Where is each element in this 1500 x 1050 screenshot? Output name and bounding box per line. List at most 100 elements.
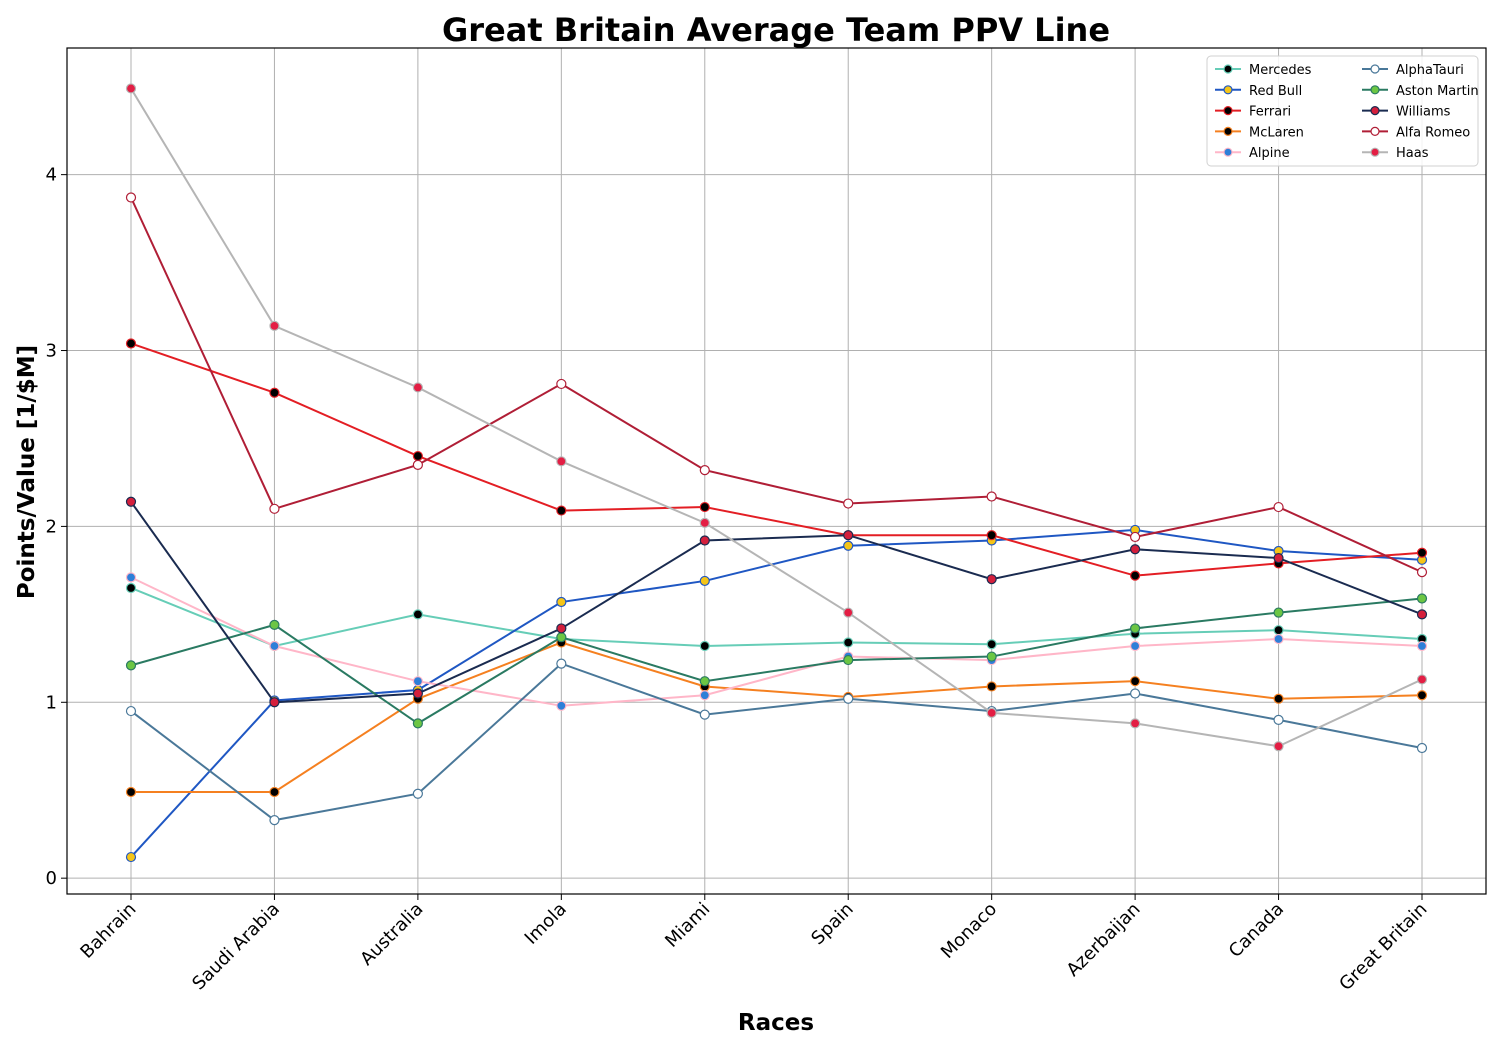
- data-point-alfa-romeo: [412, 459, 423, 470]
- data-point-williams: [125, 496, 137, 507]
- y-tick-label: 4: [46, 165, 57, 186]
- data-point-haas: [412, 382, 423, 393]
- data-point-alphatauri: [269, 815, 280, 826]
- legend-label-red-bull: Red Bull: [1249, 84, 1302, 99]
- data-point-aston-martin: [1130, 623, 1141, 634]
- data-point-williams: [843, 530, 854, 541]
- series-line-williams: [130, 501, 1423, 704]
- data-point-haas: [1273, 741, 1284, 752]
- data-point-haas: [986, 707, 997, 718]
- legend-label-alphatauri: AlphaTauri: [1396, 63, 1464, 78]
- data-point-red-bull: [556, 596, 567, 608]
- data-point-alfa-romeo: [1416, 567, 1428, 578]
- series-alphatauri: [125, 658, 1428, 826]
- legend-label-williams: Williams: [1396, 105, 1451, 120]
- data-point-ferrari: [556, 505, 567, 516]
- data-point-alfa-romeo: [986, 491, 997, 502]
- legend-label-aston-martin: Aston Martin: [1396, 84, 1479, 99]
- chart-title: Great Britain Average Team PPV Line: [442, 11, 1110, 49]
- data-point-mclaren: [1130, 676, 1141, 687]
- data-point-williams: [556, 623, 567, 634]
- data-point-williams: [1416, 609, 1428, 620]
- data-point-aston-martin: [556, 632, 567, 643]
- series-line-alpine: [130, 576, 1423, 707]
- y-tick-label: 2: [46, 516, 57, 537]
- data-point-aston-martin: [269, 619, 280, 630]
- data-point-alpine: [556, 700, 567, 711]
- data-point-alphatauri: [125, 705, 137, 717]
- series-line-haas: [130, 87, 1423, 748]
- data-point-williams: [1273, 552, 1284, 564]
- data-point-alfa-romeo: [699, 465, 710, 476]
- data-point-alfa-romeo: [556, 378, 567, 390]
- data-point-williams: [699, 535, 710, 546]
- legend-label-mclaren: McLaren: [1249, 125, 1304, 140]
- series-williams: [125, 496, 1428, 708]
- series-line-red-bull: [130, 528, 1423, 858]
- data-point-alpine: [269, 640, 280, 652]
- series-line-alphatauri: [130, 662, 1423, 822]
- data-point-alpine: [412, 676, 423, 687]
- y-tick-label: 3: [46, 341, 57, 362]
- data-point-mercedes: [1273, 625, 1284, 636]
- data-point-williams: [412, 688, 423, 699]
- data-point-red-bull: [125, 851, 137, 863]
- legend-label-mercedes: Mercedes: [1249, 63, 1312, 78]
- data-point-alpine: [699, 690, 710, 701]
- series-line-alfa-romeo: [130, 197, 1423, 574]
- data-point-mercedes: [986, 639, 997, 650]
- data-point-ferrari: [699, 501, 710, 513]
- data-point-alphatauri: [1273, 714, 1284, 725]
- data-point-alphatauri: [412, 788, 423, 799]
- data-point-aston-martin: [699, 676, 710, 687]
- data-point-aston-martin: [1273, 607, 1284, 618]
- data-point-williams: [269, 697, 280, 708]
- y-tick-label: 1: [46, 692, 57, 713]
- data-point-ferrari: [125, 338, 137, 349]
- legend-marker-red-bull: [1223, 85, 1233, 95]
- plot-area-frame: [66, 47, 1487, 895]
- data-point-ferrari: [1130, 570, 1141, 581]
- data-point-haas: [1130, 718, 1141, 729]
- data-point-alfa-romeo: [1273, 501, 1284, 513]
- x-axis-label: Races: [738, 1010, 814, 1036]
- data-point-alpine: [1416, 640, 1428, 652]
- legend-marker-aston-martin: [1370, 85, 1380, 95]
- data-point-mercedes: [843, 637, 854, 648]
- data-point-aston-martin: [1416, 593, 1428, 604]
- legend-marker-mercedes: [1223, 64, 1233, 74]
- data-point-alpine: [125, 572, 137, 583]
- data-point-alfa-romeo: [1130, 531, 1141, 543]
- data-point-alpine: [1130, 640, 1141, 652]
- data-point-mclaren: [269, 786, 280, 798]
- series-line-ferrari: [130, 342, 1423, 577]
- data-point-mercedes: [412, 609, 423, 620]
- data-point-alphatauri: [699, 709, 710, 720]
- data-point-williams: [1130, 544, 1141, 555]
- series-aston-martin: [125, 593, 1428, 729]
- data-point-ferrari: [412, 450, 423, 462]
- data-point-haas: [1416, 674, 1428, 685]
- data-point-mclaren: [986, 681, 997, 692]
- data-point-ferrari: [986, 530, 997, 541]
- legend-marker-ferrari: [1223, 105, 1233, 116]
- series-haas: [125, 83, 1428, 752]
- data-point-mclaren: [1273, 693, 1284, 704]
- legend-marker-alphatauri: [1370, 64, 1380, 74]
- data-point-alfa-romeo: [269, 503, 280, 514]
- series-alfa-romeo: [125, 192, 1428, 578]
- data-point-aston-martin: [412, 718, 423, 729]
- data-point-mclaren: [125, 786, 137, 798]
- data-point-haas: [699, 517, 710, 528]
- data-point-alpine: [1273, 633, 1284, 645]
- series-line-aston-martin: [130, 597, 1423, 725]
- data-point-ferrari: [1416, 547, 1428, 558]
- data-point-aston-martin: [125, 660, 137, 671]
- data-point-aston-martin: [986, 651, 997, 662]
- data-point-mercedes: [699, 640, 710, 652]
- legend-label-haas: Haas: [1396, 146, 1429, 161]
- legend-marker-alpine: [1223, 147, 1233, 157]
- data-point-alphatauri: [556, 658, 567, 669]
- data-point-mclaren: [1416, 690, 1428, 701]
